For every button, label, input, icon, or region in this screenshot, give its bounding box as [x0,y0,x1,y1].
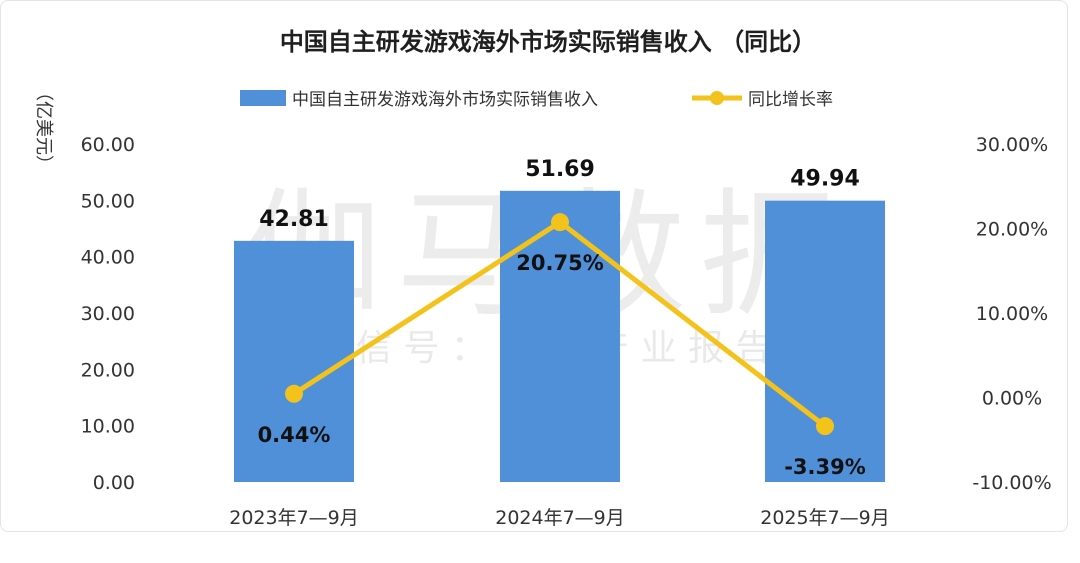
line-series [285,213,834,436]
card-border [0,0,1068,532]
legend-bar-swatch [240,90,286,106]
bar [234,240,354,482]
x-axis-label: 2023年7—9月 [229,507,359,529]
legend: 中国自主研发游戏海外市场实际销售收入 同比增长率 [240,90,833,110]
left-tick-label: 60.00 [81,134,135,156]
growth-point [816,417,834,436]
bar-value-label: 49.94 [790,167,860,192]
right-tick-label: 20.00% [976,219,1048,241]
bar-series [234,190,885,483]
right-tick-label: -10.00% [972,472,1051,494]
growth-point [551,213,569,232]
growth-value-label: 20.75% [516,251,603,275]
bar [765,200,885,482]
bar-value-label: 51.69 [525,157,595,182]
right-tick-label: 30.00% [976,134,1048,156]
growth-point [285,384,303,403]
bar-value-label: 42.81 [259,207,329,232]
x-axis-labels: 2023年7—9月 2024年7—9月 2025年7—9月 [229,507,890,529]
right-axis-ticks: 30.00% 20.00% 10.00% 0.00% -10.00% [972,134,1051,494]
left-tick-label: 10.00 [81,416,135,438]
right-tick-label: 10.00% [976,303,1048,325]
y-axis-unit-label: （亿美元） [33,83,54,173]
legend-line-label: 同比增长率 [748,90,833,110]
growth-value-label: 0.44% [258,423,331,447]
legend-bar-label: 中国自主研发游戏海外市场实际销售收入 [292,90,598,110]
x-axis-label: 2025年7—9月 [760,507,890,529]
x-axis-label: 2024年7—9月 [495,507,625,529]
chart-title: 中国自主研发游戏海外市场实际销售收入 （同比） [280,28,816,56]
line-value-labels: 0.44% 20.75% -3.39% [258,251,866,479]
left-tick-label: 20.00 [81,359,135,381]
left-tick-label: 0.00 [93,472,135,494]
bar-value-labels: 42.81 51.69 49.94 [259,157,860,232]
left-tick-label: 30.00 [81,303,135,325]
legend-line-marker [710,91,724,105]
left-tick-label: 50.00 [81,190,135,212]
left-tick-label: 40.00 [81,247,135,269]
left-axis-ticks: 60.00 50.00 40.00 30.00 20.00 10.00 0.00 [81,134,135,494]
bar [500,190,620,483]
right-tick-label: 0.00% [982,388,1042,410]
growth-value-label: -3.39% [784,455,866,479]
